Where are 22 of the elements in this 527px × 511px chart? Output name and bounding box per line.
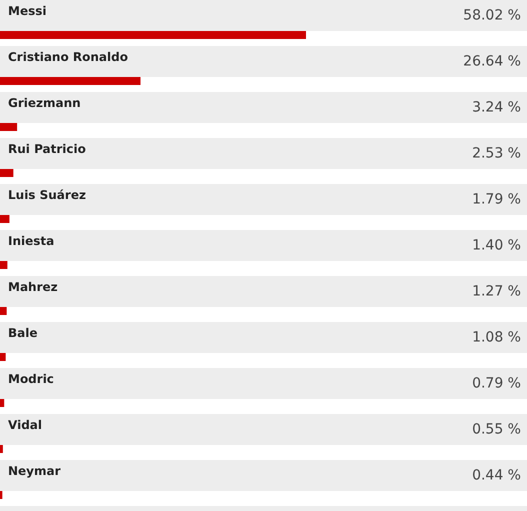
- y-tick-label: Modric: [8, 372, 54, 386]
- y-tick-label: Luis Suárez: [8, 188, 86, 202]
- data-label: 3.24 %: [472, 100, 521, 116]
- y-tick-label: Iniesta: [8, 234, 54, 248]
- y-tick-label: Neymar: [8, 464, 61, 478]
- data-label: 0.55 %: [472, 422, 521, 438]
- data-label: 0.79 %: [472, 376, 521, 392]
- data-label: 1.08 %: [472, 330, 521, 346]
- y-tick-label: Messi: [8, 4, 46, 18]
- data-label: 1.40 %: [472, 238, 521, 254]
- y-tick-label: Bale: [8, 326, 38, 340]
- y-tick-label: Mahrez: [8, 280, 58, 294]
- data-label: 1.79 %: [472, 192, 521, 208]
- data-label: 58.02 %: [463, 8, 521, 24]
- y-tick-label: Rui Patricio: [8, 142, 86, 156]
- y-tick-label: Vidal: [8, 418, 42, 432]
- data-label: 2.53 %: [472, 146, 521, 162]
- data-label: 0.44 %: [472, 468, 521, 484]
- y-tick-label: Griezmann: [8, 96, 81, 110]
- y-tick-label: Cristiano Ronaldo: [8, 50, 128, 64]
- data-label: 1.27 %: [472, 284, 521, 300]
- data-label: 26.64 %: [463, 54, 521, 70]
